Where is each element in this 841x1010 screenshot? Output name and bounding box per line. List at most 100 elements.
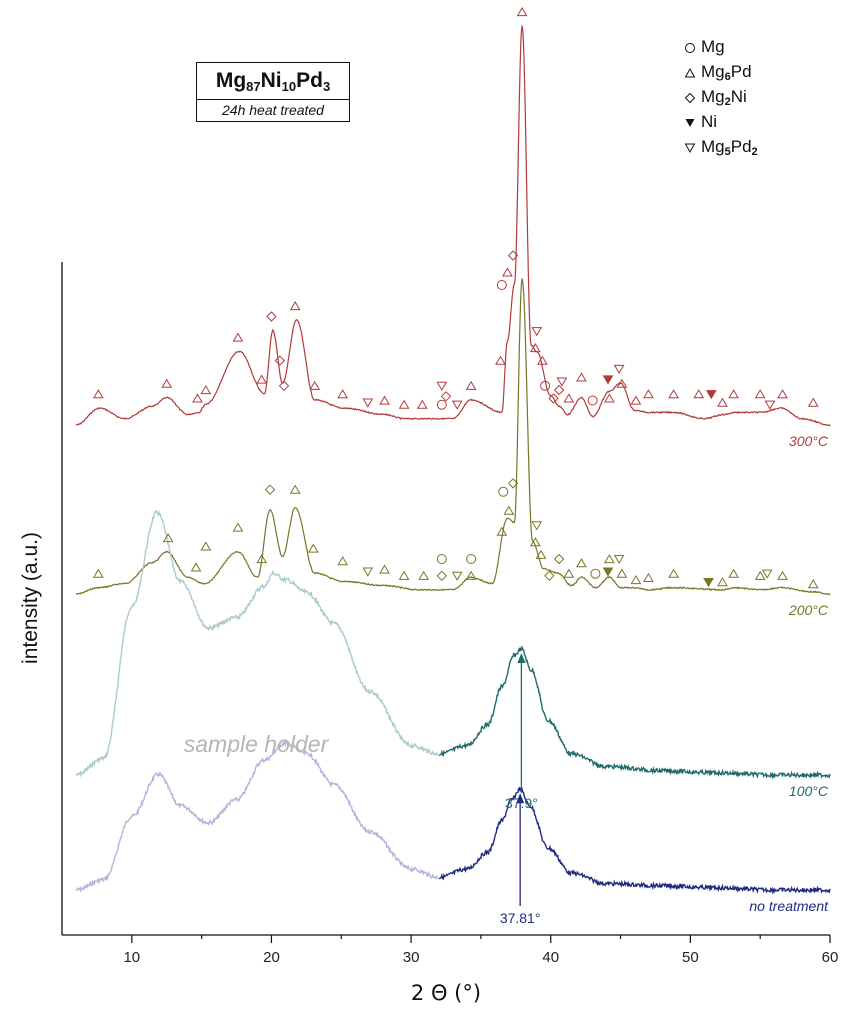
legend-label: Mg6Pd xyxy=(701,62,752,83)
x-axis-label: 2 Θ (°) xyxy=(411,981,481,1005)
phase-marker-tri xyxy=(717,397,728,407)
phase-marker-tri xyxy=(576,372,587,382)
phase-marker-tri xyxy=(256,553,268,564)
phase-marker-tridn xyxy=(556,377,568,387)
phase-marker-dia xyxy=(507,250,519,261)
legend-label: Ni xyxy=(701,112,718,131)
x-tick-label: 10 xyxy=(123,949,140,966)
phase-marker-tri xyxy=(495,355,506,365)
phase-marker-tridn xyxy=(451,400,463,410)
phase-marker-tri xyxy=(309,380,321,390)
phase-marker-ni xyxy=(602,567,614,577)
series-label: 300°C xyxy=(789,433,829,449)
phase-marker-tri xyxy=(728,389,740,399)
phase-marker-tri xyxy=(717,577,728,587)
phase-marker-tri xyxy=(92,568,104,578)
phase-marker-tri xyxy=(496,526,508,536)
phase-marker-tri xyxy=(200,384,212,395)
phase-marker-dia xyxy=(507,478,519,489)
x-tick-label: 20 xyxy=(263,949,280,966)
phase-marker-tri xyxy=(777,389,788,399)
legend-label: Mg5Pd2 xyxy=(701,137,758,158)
phase-marker-tri xyxy=(256,374,268,384)
phase-marker-dia xyxy=(553,553,565,565)
series-layer xyxy=(75,25,831,895)
phase-marker-tri xyxy=(754,389,766,399)
chart-title: Mg87Ni10Pd3 xyxy=(196,62,350,100)
phase-marker-tri xyxy=(200,541,212,551)
phase-marker-tri xyxy=(643,572,654,582)
phase-marker-tri xyxy=(529,342,541,353)
phase-marker-tridn xyxy=(531,521,543,531)
phase-marker-tri xyxy=(616,378,628,388)
phase-marker-tri xyxy=(777,570,788,580)
composition-title-box: Mg87Ni10Pd3 24h heat treated xyxy=(196,62,350,122)
x-tick-label: 50 xyxy=(682,949,699,966)
phase-marker-tri xyxy=(754,570,766,580)
x-tick-label: 60 xyxy=(822,949,839,966)
triangle-down-icon xyxy=(683,141,697,155)
phase-marker-tri xyxy=(536,355,548,365)
phase-marker-tri xyxy=(643,389,654,399)
series-line-200-c xyxy=(75,278,831,596)
phase-marker-tri xyxy=(616,568,628,578)
phase-marker-tridn xyxy=(451,571,463,581)
phase-marker-tri xyxy=(604,553,615,564)
y-axis-label: intensity (a.u.) xyxy=(19,532,42,664)
phase-marker-tri xyxy=(418,570,430,580)
phase-marker-circ xyxy=(540,380,551,391)
series-line-no-treatment xyxy=(438,786,831,895)
series-line-300-c xyxy=(76,25,831,427)
phase-marker-tri xyxy=(728,568,740,578)
phase-marker-tri xyxy=(161,378,173,388)
phase-marker-circ xyxy=(496,280,507,290)
x-tick-label: 30 xyxy=(403,949,420,966)
diamond-icon xyxy=(683,91,697,105)
phase-marker-circ xyxy=(436,554,447,564)
phase-marker-tri xyxy=(668,568,679,578)
phase-marker-ni xyxy=(602,375,614,385)
peak-arrowhead xyxy=(516,793,525,804)
phase-marker-tri xyxy=(416,399,428,409)
legend-label: Mg xyxy=(701,37,725,56)
series-line-sample-holder xyxy=(75,739,439,893)
axes: 10 20 30 40 50 60 2 Θ (°) intensity (a.u.) xyxy=(19,262,838,1005)
phase-marker-circ xyxy=(590,568,601,579)
phase-marker-tri xyxy=(337,389,349,399)
phase-marker-circ xyxy=(587,395,598,406)
triangle-up-icon xyxy=(683,66,697,80)
phase-marker-tridn xyxy=(531,327,543,337)
phase-marker-tri xyxy=(807,397,819,407)
phase-markers xyxy=(92,6,819,589)
phase-marker-tridn xyxy=(613,364,625,375)
phase-marker-tridn xyxy=(362,567,374,577)
phase-marker-tri xyxy=(503,505,515,515)
phase-marker-dia xyxy=(544,570,555,582)
phase-marker-tri xyxy=(630,395,642,405)
phase-marker-tri xyxy=(398,399,410,409)
phase-marker-tri xyxy=(465,380,477,390)
series-line-100-c xyxy=(438,644,831,780)
phase-marker-dia xyxy=(264,484,276,495)
phase-marker-tri xyxy=(232,522,244,532)
phase-marker-dia xyxy=(278,380,290,392)
phase-marker-tri xyxy=(289,484,301,494)
series-line-sample-holder xyxy=(75,509,439,778)
series-label: no treatment xyxy=(749,898,829,914)
series-label: 200°C xyxy=(788,602,829,618)
peak-arrowhead xyxy=(517,653,526,663)
peak-label: 37.81° xyxy=(500,910,541,926)
phase-marker-circ xyxy=(466,554,477,564)
phase-marker-tridn xyxy=(436,381,448,391)
phase-marker-dia xyxy=(440,391,452,402)
sample-holder-label: sample holder xyxy=(184,731,330,757)
phase-marker-tri xyxy=(192,393,203,403)
phase-marker-tri xyxy=(630,574,642,585)
phase-marker-tri xyxy=(307,543,319,553)
phase-marker-tri xyxy=(693,389,705,399)
phase-marker-tri xyxy=(807,579,819,589)
phase-marker-dia xyxy=(266,311,277,322)
x-tick-label: 40 xyxy=(542,949,559,966)
